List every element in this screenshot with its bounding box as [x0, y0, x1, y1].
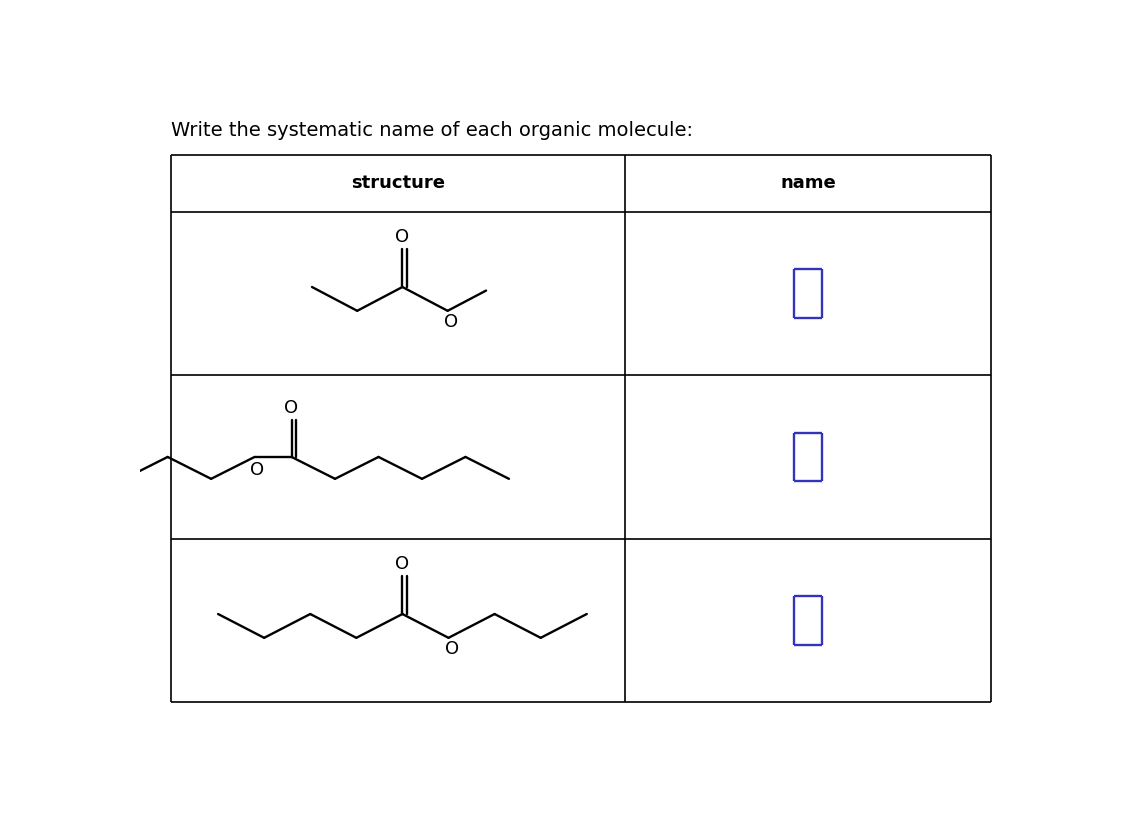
Text: name: name — [780, 175, 836, 192]
Text: O: O — [395, 228, 410, 247]
Text: Write the systematic name of each organic molecule:: Write the systematic name of each organi… — [171, 121, 692, 140]
Text: O: O — [395, 555, 410, 573]
Text: O: O — [445, 640, 459, 659]
Text: O: O — [285, 399, 298, 417]
Text: O: O — [250, 461, 265, 479]
Text: structure: structure — [351, 175, 445, 192]
Text: O: O — [444, 314, 458, 331]
